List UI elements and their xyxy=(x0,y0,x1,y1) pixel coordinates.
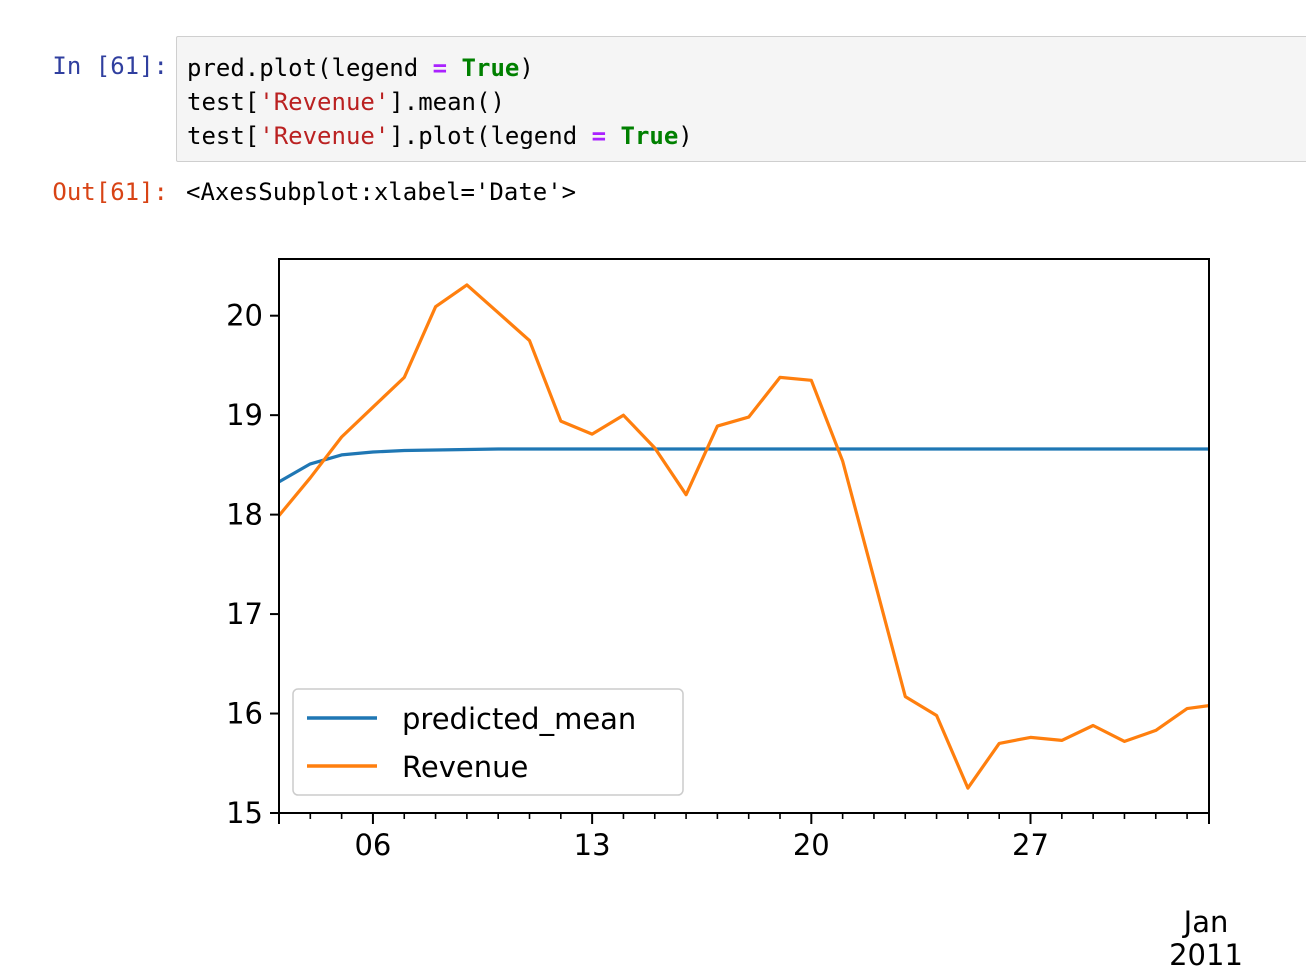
code-editor[interactable]: pred.plot(legend = True) test['Revenue'].… xyxy=(187,51,693,153)
series-line-predicted-mean xyxy=(279,447,1209,484)
code-line: test['Revenue'].mean() xyxy=(187,85,693,119)
y-tick-label: 15 xyxy=(226,796,263,830)
code-token: True xyxy=(461,54,520,82)
x-tick-label: 20 xyxy=(793,828,830,862)
code-token: = xyxy=(591,122,607,150)
code-token: pred.plot(legend xyxy=(187,54,433,82)
y-tick-label: 19 xyxy=(226,398,263,432)
y-tick-label: 16 xyxy=(226,697,263,731)
code-token: = xyxy=(432,54,448,82)
y-tick-label: 18 xyxy=(226,498,263,532)
code-token: 'Revenue' xyxy=(259,122,390,150)
x-tick-label: 13 xyxy=(574,828,611,862)
code-token: True xyxy=(620,122,679,150)
legend: predicted_mean Revenue xyxy=(292,688,684,796)
y-tick-label: 20 xyxy=(226,299,263,333)
code-line: pred.plot(legend = True) xyxy=(187,51,693,85)
axes-frame xyxy=(278,258,1210,814)
output-text: <AxesSubplot:xlabel='Date'> xyxy=(186,178,577,206)
code-token: test[ xyxy=(187,122,260,150)
code-token: ) xyxy=(519,54,534,82)
legend-label: Revenue xyxy=(402,750,528,784)
x-tick-label: 06 xyxy=(354,828,391,862)
legend-box xyxy=(292,688,684,796)
code-token: ].mean() xyxy=(389,88,505,116)
code-token: ].plot(legend xyxy=(389,122,592,150)
x-period-year: 2011 xyxy=(1169,938,1243,972)
code-cell-input[interactable]: pred.plot(legend = True) test['Revenue'].… xyxy=(176,36,1306,162)
input-prompt: In [61]: xyxy=(52,52,168,80)
code-token: test[ xyxy=(187,88,260,116)
legend-label: predicted_mean xyxy=(402,702,636,736)
series-line-Revenue xyxy=(279,283,1209,790)
code-line: test['Revenue'].plot(legend = True) xyxy=(187,119,693,153)
code-token: 'Revenue' xyxy=(259,88,390,116)
y-tick-label: 17 xyxy=(226,597,263,631)
code-token: ) xyxy=(678,122,693,150)
x-tick-label: 27 xyxy=(1012,828,1049,862)
output-prompt: Out[61]: xyxy=(52,178,168,206)
x-period-month: Jan xyxy=(1182,905,1229,939)
